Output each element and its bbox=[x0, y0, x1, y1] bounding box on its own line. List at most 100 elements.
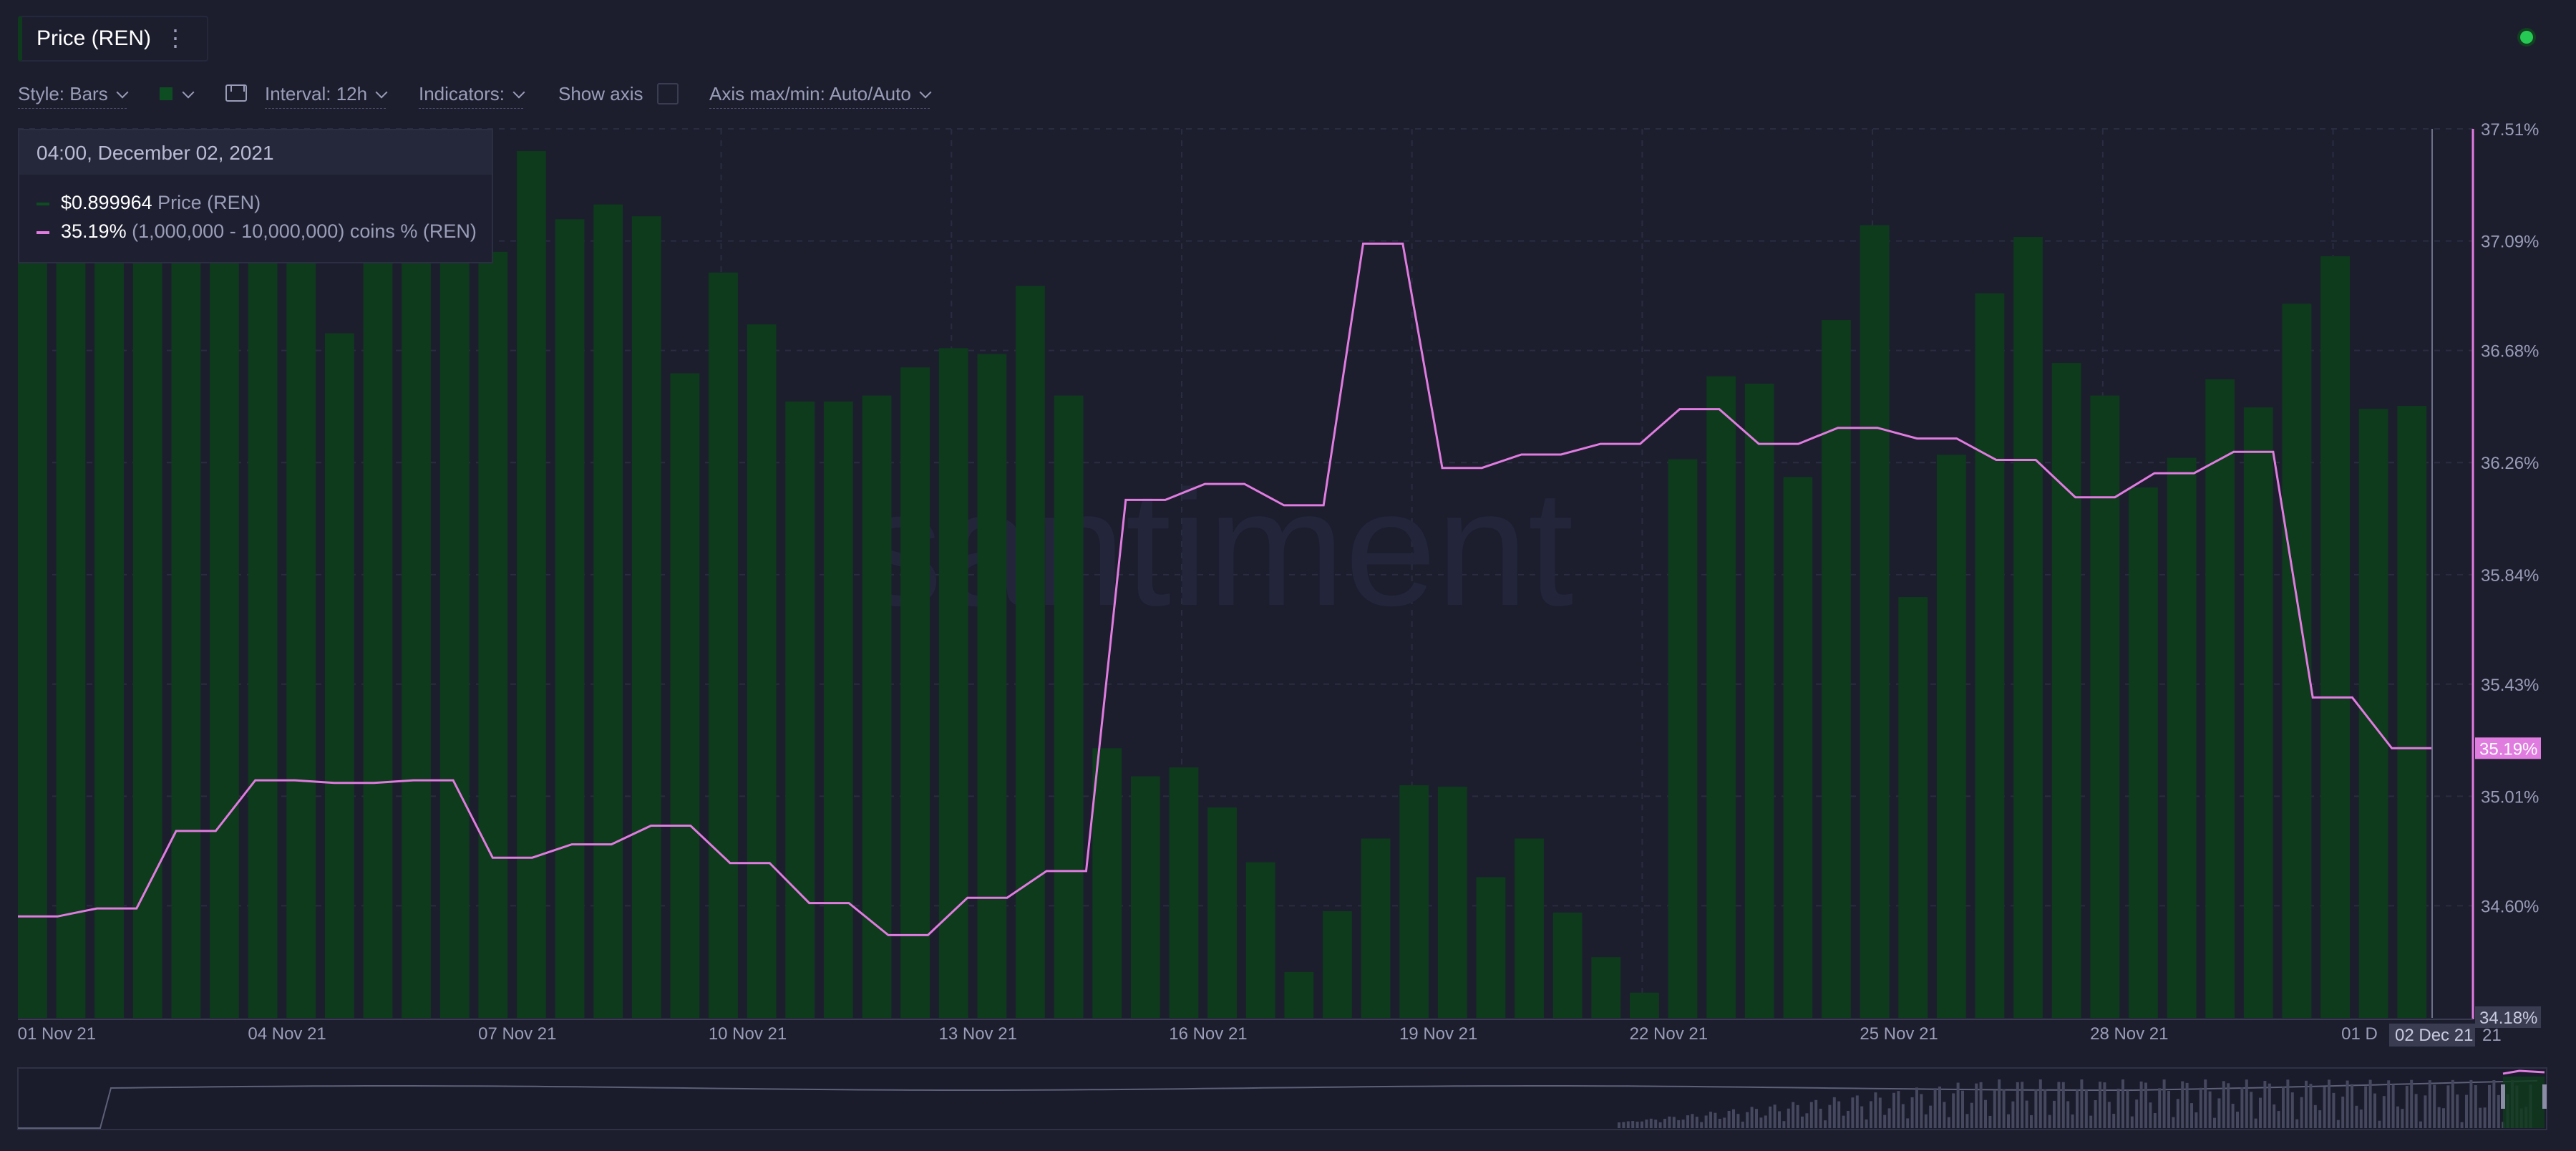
navigator-bar bbox=[1984, 1099, 1987, 1128]
interval-dropdown[interactable]: Interval: 12h bbox=[265, 83, 388, 109]
navigator-bar bbox=[1814, 1099, 1818, 1128]
navigator-bar bbox=[1915, 1087, 1918, 1128]
price-bar bbox=[363, 251, 393, 1018]
navigator-bar bbox=[2313, 1104, 2317, 1128]
navigator-bar bbox=[1929, 1105, 1933, 1128]
ruler-icon[interactable] bbox=[225, 84, 247, 102]
interval-label: Interval: 12h bbox=[265, 83, 368, 105]
navigator-bar bbox=[1658, 1122, 1662, 1128]
navigator-bar bbox=[2217, 1098, 2221, 1128]
indicators-label: Indicators: bbox=[419, 83, 505, 105]
navigator-bar bbox=[2061, 1082, 2065, 1128]
navigator-bar bbox=[1778, 1111, 1781, 1128]
navigator-bar bbox=[2391, 1084, 2395, 1128]
navigator-bar bbox=[2378, 1120, 2381, 1128]
x-tick-label: 07 Nov 21 bbox=[478, 1024, 556, 1044]
navigator-bar bbox=[2208, 1091, 2212, 1128]
price-bar bbox=[478, 251, 508, 1018]
navigator-bar bbox=[1910, 1097, 1914, 1128]
price-bar bbox=[2013, 237, 2043, 1018]
navigator-bar bbox=[2465, 1094, 2468, 1128]
price-bar bbox=[2320, 256, 2350, 1018]
navigator-bar bbox=[1641, 1121, 1643, 1128]
navigator-bar bbox=[1787, 1108, 1790, 1128]
navigator-bar bbox=[2076, 1089, 2079, 1128]
indicators-dropdown[interactable]: Indicators: bbox=[419, 83, 525, 109]
navigator-bar bbox=[2116, 1088, 2120, 1128]
navigator-bar bbox=[1626, 1121, 1630, 1128]
axis-minmax-dropdown[interactable]: Axis max/min: Auto/Auto bbox=[709, 83, 932, 109]
price-bar bbox=[1552, 913, 1583, 1018]
price-bar bbox=[709, 272, 738, 1018]
x-tick-label: 22 Nov 21 bbox=[1630, 1024, 1708, 1044]
navigator-bar bbox=[2437, 1107, 2441, 1128]
navigator-bar bbox=[2341, 1096, 2345, 1128]
show-axis-checkbox[interactable] bbox=[657, 83, 679, 105]
x-tick-label: 01 Nov 21 bbox=[18, 1024, 96, 1044]
price-bar bbox=[785, 401, 815, 1018]
price-bar bbox=[1016, 286, 1045, 1018]
navigator-bar bbox=[2428, 1080, 2431, 1128]
navigator[interactable] bbox=[17, 1067, 2547, 1130]
navigator-bar bbox=[2351, 1084, 2353, 1128]
navigator-bar bbox=[2451, 1079, 2454, 1128]
navigator-bar bbox=[1732, 1109, 1735, 1128]
navigator-bar bbox=[1924, 1114, 1928, 1128]
price-bar bbox=[517, 151, 546, 1018]
navigator-bar bbox=[2181, 1081, 2184, 1128]
navigator-bar bbox=[1759, 1117, 1763, 1128]
price-bar bbox=[977, 354, 1007, 1018]
navigator-selection bbox=[2503, 1077, 2545, 1128]
chart-tooltip: 04:00, December 02, 2021 $0.899964 Price… bbox=[18, 129, 493, 263]
navigator-bar bbox=[2282, 1087, 2285, 1128]
chart-title-box[interactable]: Price (REN) ⋮ bbox=[18, 16, 208, 62]
navigator-bar bbox=[1979, 1082, 1983, 1128]
chart-title: Price (REN) bbox=[37, 26, 152, 50]
crosshair-date-badge bbox=[2389, 1024, 2475, 1046]
navigator-bar bbox=[2250, 1092, 2253, 1128]
price-bar bbox=[1054, 395, 1084, 1018]
price-bar bbox=[938, 348, 968, 1018]
navigator-bar bbox=[2112, 1113, 2116, 1128]
color-swatch-icon[interactable] bbox=[160, 87, 172, 100]
navigator-line-selection bbox=[2502, 1069, 2545, 1075]
navigator-bar bbox=[2185, 1082, 2189, 1128]
navigator-bar bbox=[2295, 1119, 2299, 1128]
min-value-badge bbox=[2475, 1006, 2541, 1028]
price-bar bbox=[286, 241, 316, 1018]
navigator-bar bbox=[1860, 1106, 1864, 1128]
y-tick-label: 36.26% bbox=[2481, 454, 2539, 473]
navigator-bar bbox=[1887, 1108, 1891, 1128]
navigator-bar bbox=[1645, 1120, 1648, 1128]
style-dropdown[interactable]: Style: Bars bbox=[18, 83, 129, 109]
navigator-bar bbox=[1865, 1119, 1868, 1128]
navigator-bar bbox=[2332, 1092, 2336, 1128]
x-tick-label: 25 Nov 21 bbox=[1860, 1024, 1938, 1044]
price-bar bbox=[1207, 807, 1237, 1018]
navigator-bar bbox=[2492, 1079, 2496, 1128]
price-bar bbox=[2243, 407, 2273, 1018]
price-bar bbox=[900, 367, 930, 1018]
price-bar bbox=[555, 219, 585, 1018]
holders-line-path bbox=[18, 242, 2431, 936]
x-tick-label: 04 Nov 21 bbox=[248, 1024, 326, 1044]
navigator-bar bbox=[1792, 1102, 1795, 1128]
navigator-bar bbox=[2002, 1089, 2006, 1128]
more-options-icon[interactable]: ⋮ bbox=[164, 25, 187, 51]
price-bar bbox=[210, 205, 239, 1018]
navigator-bar bbox=[1755, 1109, 1758, 1128]
navigator-bar bbox=[2144, 1082, 2147, 1128]
navigator-bar bbox=[2071, 1114, 2074, 1128]
navigator-bar bbox=[1933, 1088, 1937, 1128]
navigator-bar bbox=[2107, 1102, 2111, 1128]
navigator-bar bbox=[1906, 1118, 1910, 1128]
navigator-bar bbox=[2094, 1099, 2097, 1128]
x-tick-label: 19 Nov 21 bbox=[1399, 1024, 1477, 1044]
navigator-bar bbox=[2016, 1082, 2019, 1128]
navigator-bar bbox=[2323, 1086, 2326, 1128]
navigator-bar bbox=[2456, 1094, 2459, 1128]
navigator-bar bbox=[2368, 1079, 2372, 1128]
navigator-bar bbox=[2382, 1096, 2386, 1128]
price-bar bbox=[18, 129, 47, 1018]
